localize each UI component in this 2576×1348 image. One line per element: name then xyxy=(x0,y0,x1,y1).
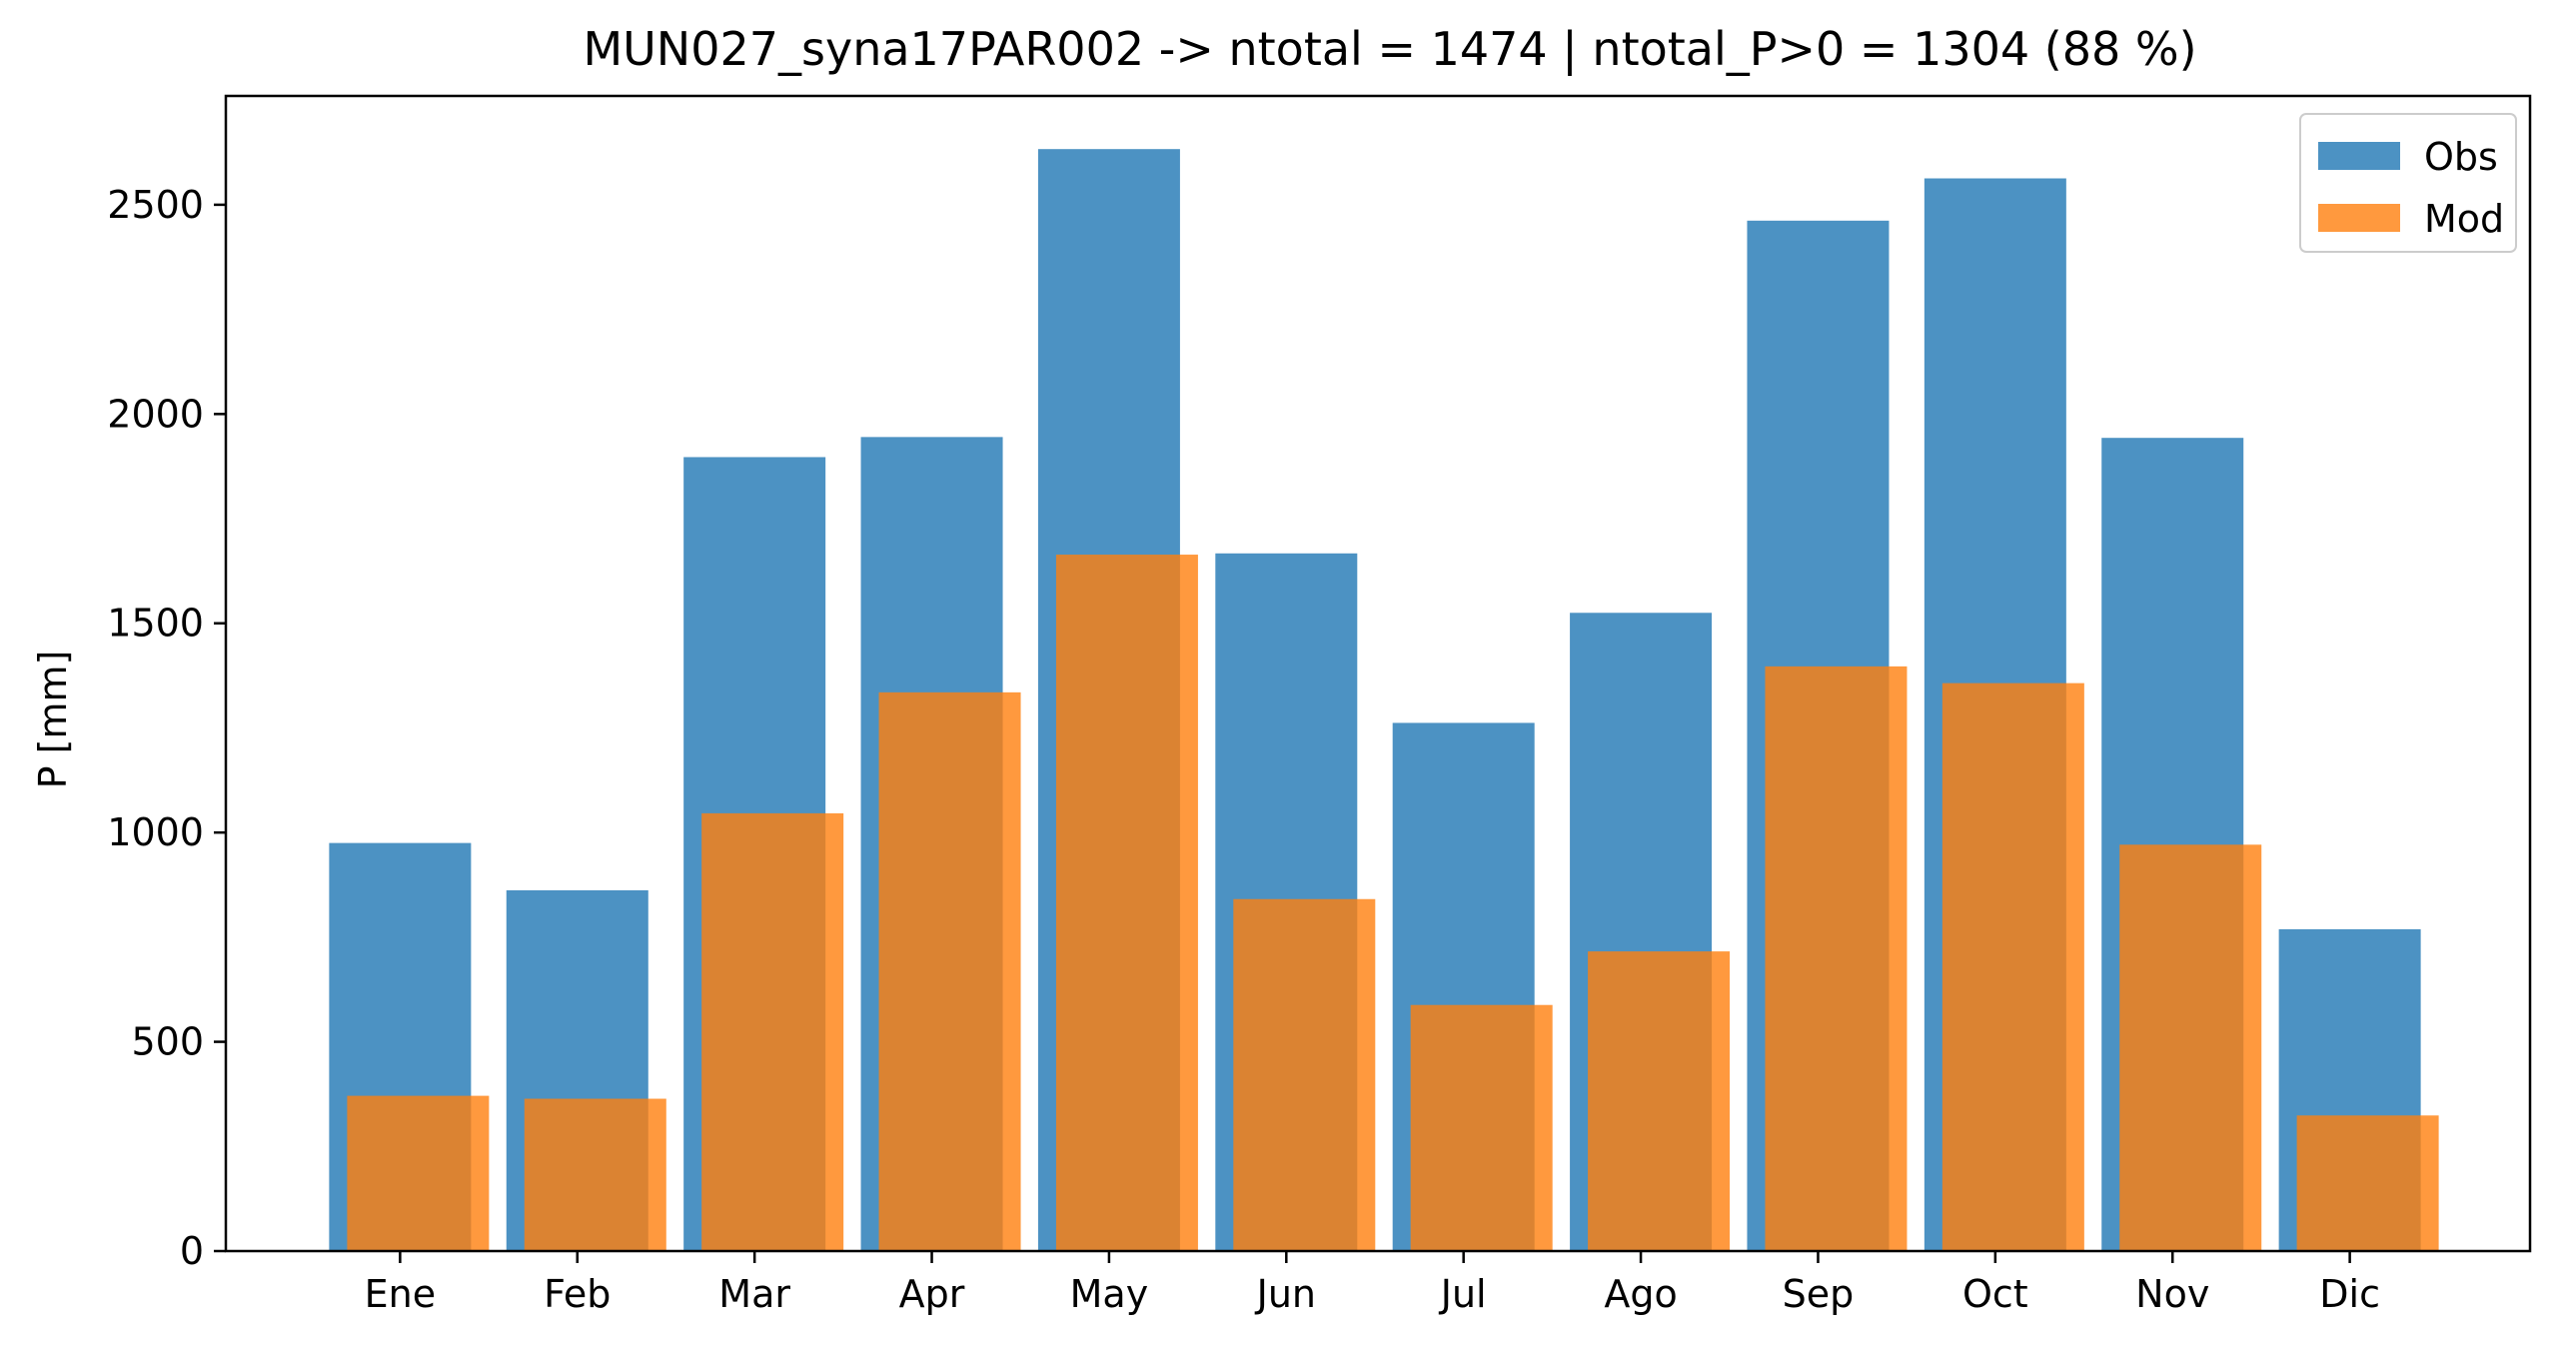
bar-mod-jul xyxy=(1410,1004,1553,1251)
y-axis-label: P [mm] xyxy=(31,651,75,789)
y-tick-label: 1000 xyxy=(107,810,204,854)
bar-mod-jun xyxy=(1233,898,1376,1251)
legend-swatch-obs xyxy=(2318,142,2400,170)
legend-label-mod: Mod xyxy=(2424,197,2504,241)
x-tick-label-may: May xyxy=(1070,1272,1149,1316)
bar-mod-dic xyxy=(2296,1115,2439,1251)
x-tick-label-ago: Ago xyxy=(1604,1272,1677,1316)
x-tick-label-oct: Oct xyxy=(1962,1272,2028,1316)
x-tick-label-nov: Nov xyxy=(2135,1272,2209,1316)
bar-mod-may xyxy=(1055,555,1198,1251)
y-tick-label: 0 xyxy=(180,1229,204,1273)
y-tick-label: 2500 xyxy=(107,183,204,227)
bar-mod-nov xyxy=(2119,844,2262,1251)
legend: Obs Mod xyxy=(2299,113,2517,253)
axes-frame xyxy=(224,94,2532,1253)
series-mod xyxy=(347,555,2439,1251)
legend-swatch-mod xyxy=(2318,204,2400,232)
x-tick-label-dic: Dic xyxy=(2319,1272,2380,1316)
bar-mod-mar xyxy=(701,812,844,1251)
chart-title: MUN027_syna17PAR002 -> ntotal = 1474 | n… xyxy=(583,22,2196,77)
bar-mod-ago xyxy=(1588,951,1731,1251)
bar-mod-oct xyxy=(1941,682,2084,1251)
bar-mod-apr xyxy=(878,691,1021,1251)
x-tick-label-jun: Jun xyxy=(1255,1272,1316,1316)
x-tick-label-ene: Ene xyxy=(365,1272,436,1316)
y-tick-label: 500 xyxy=(131,1020,204,1064)
legend-label-obs: Obs xyxy=(2424,135,2498,179)
y-tick-label: 1500 xyxy=(107,602,204,646)
x-tick-label-sep: Sep xyxy=(1783,1272,1855,1316)
y-tick-label: 2000 xyxy=(107,392,204,436)
x-tick-label-apr: Apr xyxy=(899,1272,965,1316)
bar-mod-feb xyxy=(524,1098,666,1251)
x-tick-label-feb: Feb xyxy=(544,1272,611,1316)
x-tick-label-jul: Jul xyxy=(1439,1272,1487,1316)
plot-area: 0 500 1000 1500 2000 2500 Ene Feb Mar Apr May Jun Ju… xyxy=(107,94,2532,1316)
bar-mod-ene xyxy=(347,1095,490,1251)
bar-mod-sep xyxy=(1765,666,1908,1251)
x-tick-label-mar: Mar xyxy=(718,1272,790,1316)
